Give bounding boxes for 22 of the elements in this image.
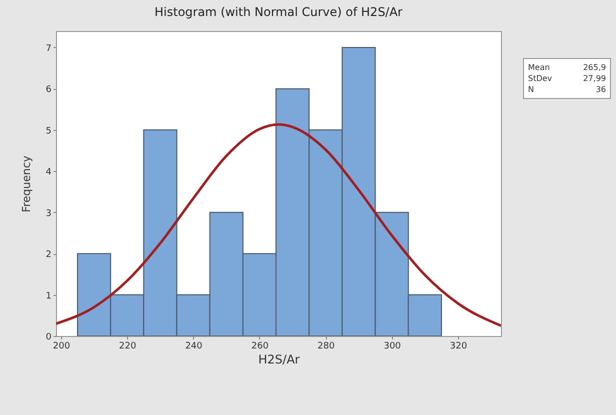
y-tick-label: 2 — [46, 250, 52, 260]
y-tick-label: 1 — [46, 291, 52, 302]
x-tick-label: 320 — [450, 342, 468, 352]
line-series — [56, 123, 501, 327]
text: N 36 — [528, 85, 606, 94]
x-tick-label: 240 — [185, 342, 203, 352]
x-axis-title: H2S/Ar — [258, 352, 300, 366]
y-tick-label: 0 — [46, 332, 52, 342]
text: StDev 27,99 — [528, 74, 606, 83]
y-tick-label: 6 — [46, 85, 52, 96]
y-tick-label: 4 — [46, 168, 52, 178]
y-tick-label: 7 — [46, 44, 52, 54]
x-tick-label: 280 — [318, 342, 336, 352]
x-tick-label: 300 — [384, 342, 402, 352]
text: Mean 265,9 — [528, 63, 606, 72]
y-tick-label: 5 — [46, 126, 52, 136]
y-tick-label: 3 — [46, 208, 52, 219]
x-tick-label: 260 — [251, 342, 269, 352]
y-axis-title: Frequency — [20, 155, 33, 212]
x-tick-label: 220 — [119, 342, 136, 352]
x-tick-label: 200 — [52, 342, 70, 352]
chart-title: Histogram (with Normal Curve) of H2S/Ar — [154, 5, 403, 19]
